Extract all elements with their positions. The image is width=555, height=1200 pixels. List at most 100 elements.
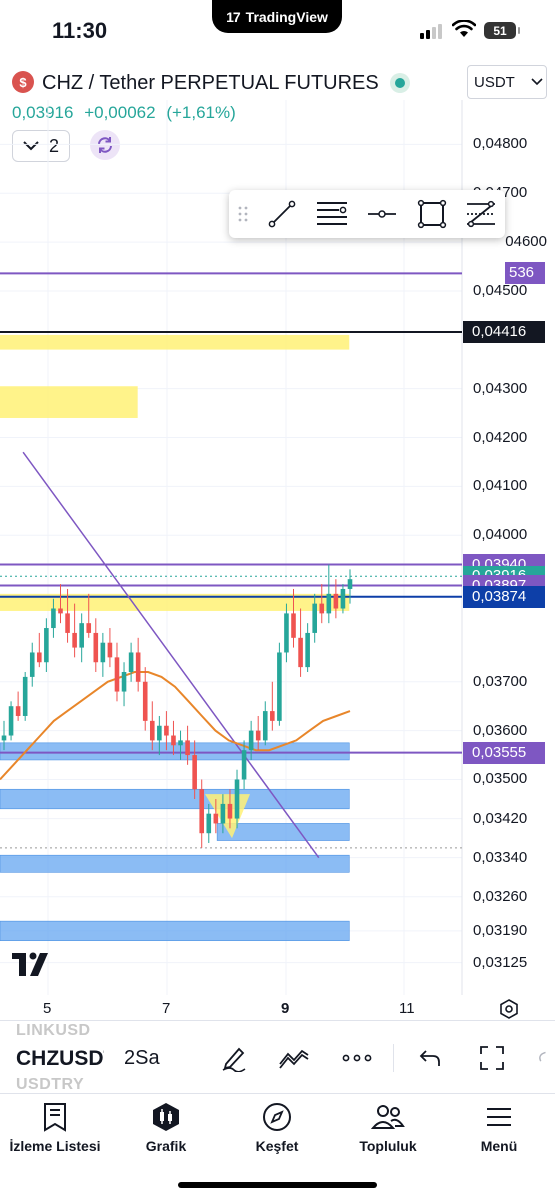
candle [270,711,275,721]
tab-explore[interactable]: Keşfet [222,1102,332,1154]
interval-selector[interactable]: 2Sa [124,1047,160,1069]
redo-button[interactable] [536,1040,555,1076]
candle [312,603,317,633]
undo-icon [419,1050,440,1066]
horizontal-ray-icon[interactable] [357,190,407,238]
compass-icon [263,1103,291,1131]
symbol-selector[interactable]: CHZUSDT [16,1047,104,1070]
blue-zone [0,788,350,810]
tab-label: Topluluk [359,1138,417,1154]
price-axis-label: 0,04500 [473,281,528,299]
candle [114,657,120,692]
price-axis-label: 0,04200 [473,428,528,446]
candle [128,652,134,673]
undo-button[interactable] [412,1040,448,1076]
yellow-zone [0,334,350,350]
symbol-title[interactable]: CHZ / Tether PERPETUAL FUTURES [42,72,379,94]
candle [15,706,21,716]
tab-label: İzleme Listesi [9,1138,101,1154]
fullscreen-icon [480,1046,504,1070]
indicators-button[interactable] [276,1040,312,1076]
candle [192,755,197,790]
yellow-zone [0,593,350,611]
price-axis-label: 0,03125 [473,953,528,971]
candle [171,735,176,746]
price-axis-label: 0,03190 [473,921,528,939]
candle [178,740,183,746]
candle [340,588,346,609]
moving-average-line [0,671,351,781]
fib-tool-icon[interactable] [457,190,505,238]
price-axis-label: 0,03420 [473,809,528,827]
blue-zone [0,854,350,873]
home-indicator [178,1182,377,1188]
candle [1,735,7,741]
tab-label: Keşfet [255,1138,299,1154]
price-axis-label: 0,03600 [473,721,528,739]
time-axis-label: 9 [281,1000,290,1017]
indicator-count: 2 [48,135,59,156]
redo-icon [539,1051,546,1062]
candle [93,632,99,663]
tab-community[interactable]: Topluluk [333,1102,443,1154]
price-chart[interactable] [0,100,555,995]
candle [248,730,254,751]
axis-settings-button[interactable] [496,996,522,1022]
time-axis-label: 7 [162,1000,171,1017]
candle [234,779,240,819]
market-status-icon[interactable] [390,73,410,93]
symbol-bar [0,1020,555,1092]
candle [298,637,303,668]
candle [227,803,233,819]
price-summary: 0,03916 +0,00062 (+1,61%) [12,103,242,123]
candle [72,632,77,648]
rectangle-tool-icon[interactable] [407,190,457,238]
candle [142,681,148,721]
tab-watchlist[interactable]: İzleme Listesi [0,1102,110,1154]
more-button[interactable] [339,1040,375,1076]
candle [157,725,162,741]
candle [86,623,92,633]
status-time: 11:30 [52,18,108,43]
trendline [22,451,320,859]
candle [29,652,35,677]
candle [291,613,296,638]
price-axis-label: 0,03260 [473,887,528,905]
currency-select[interactable]: USDT [467,65,547,99]
draw-button[interactable] [216,1040,252,1076]
status-bar: 11:30 17 TradingView 51 [0,0,555,48]
tab-label: Grafik [145,1138,187,1154]
candle [37,652,42,663]
candle [185,740,190,756]
drawing-toolbar[interactable] [229,190,505,238]
settings-hexagon-icon [500,999,518,1019]
chart-icon [153,1103,179,1131]
candle [347,579,353,589]
price-axis-label: 0,04300 [473,379,528,397]
sync-button[interactable] [90,130,120,160]
candle [262,711,268,741]
candle [51,608,56,629]
text-lines-icon[interactable] [307,190,357,238]
tradingview-logo-icon: 17 [226,8,241,25]
trendline-tool-icon[interactable] [257,190,307,238]
candle [149,720,155,741]
battery-indicator: 51 [484,22,520,39]
candle [284,613,289,653]
candle [100,642,106,663]
menu-icon [487,1108,511,1126]
yellow-zone [0,386,138,418]
tab-menu[interactable]: Menü [444,1102,554,1154]
indicators-icon [279,1049,309,1069]
candle [220,803,226,824]
candle [107,642,113,658]
price-axis-label: 0,04600 [505,233,547,251]
grip-icon[interactable] [229,190,257,238]
chevron-down-icon [531,78,543,86]
symbol-logo-icon: $ [12,71,34,93]
tab-chart[interactable]: Grafik [111,1102,221,1154]
candle [22,676,28,716]
blue-zone [216,823,350,841]
fullscreen-button[interactable] [474,1040,510,1076]
candle [121,672,127,692]
